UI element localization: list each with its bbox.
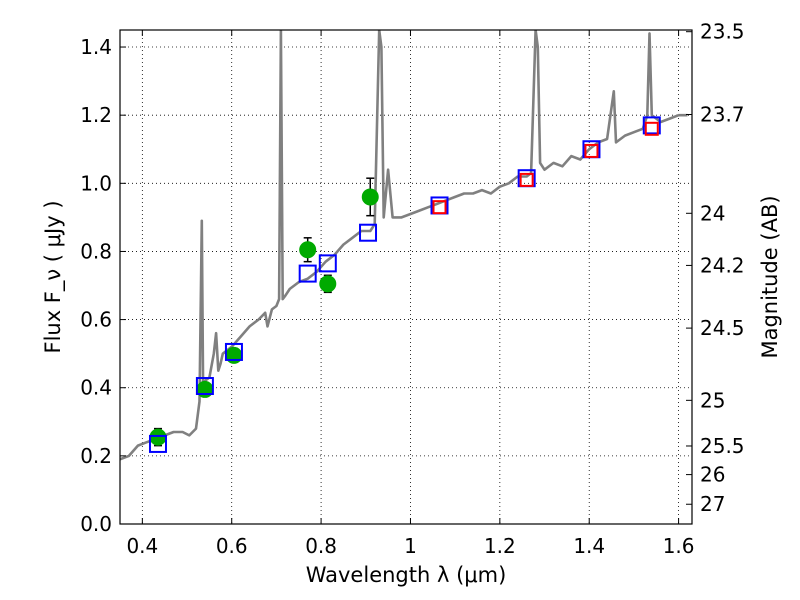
blue-model-square xyxy=(298,264,317,283)
x-tick-label: 0.4 xyxy=(126,534,158,558)
right-tick-label: 25 xyxy=(700,388,725,412)
y-tick-label: 1.2 xyxy=(80,103,112,127)
red-model-square xyxy=(644,121,659,136)
right-tick-label: 23.7 xyxy=(700,102,745,126)
plot-frame xyxy=(119,29,693,525)
x-tick-label: 1.6 xyxy=(663,534,695,558)
right-tick-label: 24.5 xyxy=(700,316,745,340)
blue-model-square xyxy=(195,377,214,396)
right-tick-label: 24.2 xyxy=(700,253,745,277)
grid-lines xyxy=(120,30,692,525)
right-tick-label: 27 xyxy=(700,492,725,516)
y-tick-label: 1.0 xyxy=(80,171,112,195)
observed-flux-point xyxy=(299,241,317,259)
observed-flux-point xyxy=(361,188,379,206)
blue-model-square xyxy=(224,342,243,361)
y-tick-label: 0.8 xyxy=(80,239,112,263)
y-axis-label: Flux F_ν ( μJy ) xyxy=(41,200,66,353)
observed-flux-point xyxy=(319,275,337,293)
x-axis-label: Wavelength λ (μm) xyxy=(306,563,507,587)
blue-model-square xyxy=(148,434,167,453)
y-tick-label: 0.0 xyxy=(80,512,112,536)
observed-flux-point xyxy=(196,380,214,398)
observed-flux-point xyxy=(149,428,167,446)
template-spectrum-line xyxy=(120,30,688,461)
red-model-square xyxy=(519,172,534,187)
x-tick-label: 1 xyxy=(404,534,417,558)
blue-model-square xyxy=(642,116,661,135)
right-tick-label: 25.5 xyxy=(700,434,745,458)
right-tick-label: 26 xyxy=(700,463,725,487)
blue-model-square xyxy=(359,223,378,242)
x-tick-label: 0.6 xyxy=(216,534,248,558)
red-model-square xyxy=(432,200,447,215)
y-tick-label: 1.4 xyxy=(80,35,112,59)
y-tick-label: 0.4 xyxy=(80,376,112,400)
x-tick-label: 1.2 xyxy=(484,534,516,558)
observed-flux-point xyxy=(225,346,243,364)
blue-model-square xyxy=(318,254,337,273)
red-model-square xyxy=(584,143,599,158)
y-tick-label: 0.2 xyxy=(80,444,112,468)
x-tick-label: 1.4 xyxy=(573,534,605,558)
plot-area xyxy=(120,30,688,461)
axis-ticks: 0.4 0.6 0.8 1 1.2 1.4 1.6 0.0 0.2 0.4 0.6 0.8 1.0 1.2… xyxy=(80,20,744,558)
y-tick-label: 0.6 xyxy=(80,308,112,332)
right-axis-label: Magnitude (AB) xyxy=(758,195,782,358)
x-tick-label: 0.8 xyxy=(305,534,337,558)
right-tick-label: 24 xyxy=(700,201,725,225)
right-tick-label: 23.5 xyxy=(700,20,745,44)
